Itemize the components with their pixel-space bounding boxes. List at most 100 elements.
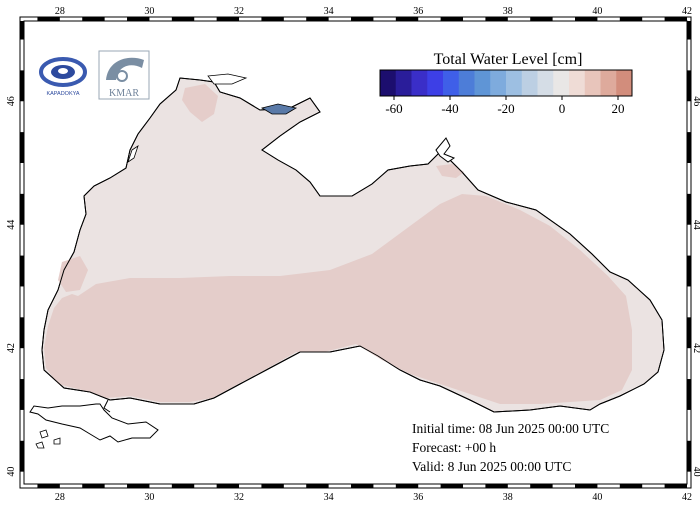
lon-tick-bottom: 28 [55,492,65,503]
black-sea-high [44,194,632,404]
colorbar-swatch [616,70,633,96]
frame-segment-top [82,17,105,21]
colorbar-swatch [569,70,586,96]
frame-segment-bottom [530,484,553,488]
tick-labels: 28 28 30 30 32 32 34 34 36 36 38 38 40 40 42 42 40 40 42 42… [6,6,700,503]
frame-segment-bottom [351,484,374,488]
dnieper-lagoon [207,73,248,85]
bosphorus-line [103,399,111,413]
frame-segment-top [171,17,195,21]
frame-segment-bottom [485,484,508,488]
frame-segment-top [575,17,598,21]
lon-tick-bottom: 40 [592,492,602,503]
colorbar-swatch [553,70,570,96]
azov-inlet [435,137,456,163]
frame-segment-bottom [216,484,240,488]
frame-segment-top [619,17,643,21]
colorbar-swatch [427,70,444,96]
kapadokya-emblem: KAPADOKYA [39,57,87,97]
frame-segment-left [20,193,24,225]
frame-segment-bottom [261,484,284,488]
frame-segment-left [20,21,24,40]
frame-segment-right [687,70,691,102]
frame-segment-top [127,17,150,21]
frame-segment-top [530,17,553,21]
karkinit-lagoon [260,103,298,115]
frame-segment-top [440,17,464,21]
frame-segment-right [687,132,691,163]
frame-segment-top [216,17,240,21]
colorbar-tick-label: 0 [559,101,566,116]
frame-segment-left [20,70,24,102]
frame-segment-top [485,17,508,21]
lon-tick-top: 32 [234,6,244,17]
frame-segment-right [687,440,691,472]
colorbar-swatch [584,70,601,96]
frame-segment-top [395,17,419,21]
frame-segment-top [351,17,374,21]
frame-segment-right [687,379,691,410]
lat-tick-right: 40 [691,467,700,477]
lon-tick-top: 40 [592,6,602,17]
frame-segment-bottom [82,484,105,488]
lat-tick-left: 42 [6,343,17,353]
colorbar-tick-label: -60 [385,101,402,116]
colorbar: Total Water Level [cm] -60 -40 -20 0 20 [379,51,633,116]
frame-segment-right [687,255,691,287]
forecast-hour: Forecast: +00 h [412,440,497,455]
frame-segment-top [306,17,329,21]
colorbar-title: Total Water Level [cm] [434,51,583,68]
colorbar-swatch [458,70,475,96]
frame-segment-right [687,21,691,40]
lon-tick-bottom: 42 [682,492,692,503]
colorbar-tick-label: 20 [612,101,625,116]
kmar-logo: KMAR [98,50,150,100]
colorbar-swatch [395,70,412,96]
frame-segment-left [20,255,24,287]
lat-tick-left: 40 [6,467,17,477]
colorbar-swatch [521,70,538,96]
marmara-sea [29,403,159,443]
frame-segment-bottom [37,484,60,488]
coastline [41,77,665,413]
frame-segment-bottom [127,484,150,488]
danube-delta [127,145,139,163]
lat-tick-right: 42 [691,343,700,353]
kmar-emblem: KMAR [98,50,150,100]
colorbar-tick-label: -40 [441,101,458,116]
lon-tick-top: 28 [55,6,65,17]
frame-segment-bottom [440,484,464,488]
frame-segment-left [20,132,24,163]
frame-segment-left [20,317,24,349]
colorbar-swatch [474,70,491,96]
frame-segment-bottom [306,484,329,488]
lon-tick-top: 30 [144,6,154,17]
kmar-text: KMAR [109,88,139,99]
frame-segment-right [687,317,691,349]
colorbar-tick-label: -20 [497,101,514,116]
frame-segment-right [687,193,691,225]
lat-tick-right: 44 [691,220,700,230]
frame-segment-top [37,17,60,21]
colorbar-swatch [506,70,523,96]
colorbar-swatch [490,70,507,96]
kapadokya-text: KAPADOKYA [46,91,79,97]
colorbar-swatch [411,70,428,96]
west-coast-patch [58,256,88,292]
odessa-shelf-patch [182,84,218,122]
lon-tick-bottom: 36 [413,492,423,503]
map-border [19,16,692,489]
initial-time: Initial time: 08 Jun 2025 00:00 UTC [412,421,610,436]
frame-segment-bottom [664,484,687,488]
frame-segment-left [20,379,24,410]
lon-tick-bottom: 38 [503,492,513,503]
lat-tick-right: 46 [691,96,700,106]
colorbar-swatch [380,70,397,96]
lon-tick-bottom: 32 [234,492,244,503]
lon-tick-top: 34 [324,6,334,17]
frame-segment-bottom [171,484,195,488]
frame-segment-bottom [575,484,598,488]
frame-segment-top [261,17,284,21]
lat-tick-left: 44 [6,220,17,230]
frame-segment-top [664,17,687,21]
